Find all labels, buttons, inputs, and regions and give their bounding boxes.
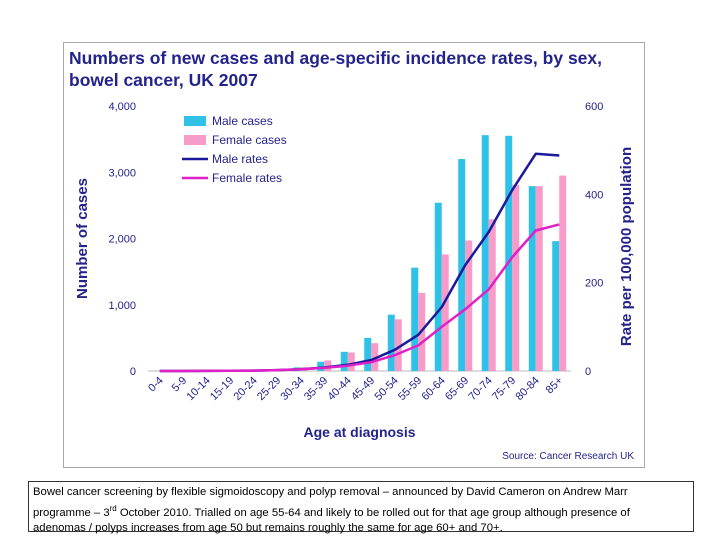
x-tick-label: 20-24 — [231, 375, 259, 403]
bar-female-cases — [394, 319, 402, 371]
bar-male-cases — [434, 202, 442, 371]
x-tick-label: 60-64 — [419, 375, 447, 403]
bar-female-cases — [371, 343, 379, 371]
y-tick-label: 4,000 — [108, 101, 136, 113]
x-tick-label: 50-54 — [372, 375, 400, 403]
caption-line-2-sup: rd — [109, 503, 117, 513]
bar-male-cases — [387, 314, 395, 371]
x-tick-label: 15-19 — [208, 375, 236, 403]
x-tick-label: 85+ — [544, 375, 566, 397]
x-tick-label: 10-14 — [184, 375, 212, 403]
x-tick-label: 55-59 — [396, 375, 424, 403]
caption-line-1: Bowel cancer screening by flexible sigmo… — [33, 486, 628, 498]
x-tick-label: 70-74 — [466, 375, 494, 403]
x-axis-title: Age at diagnosis — [303, 424, 415, 440]
y-axis-title: Number of cases — [74, 178, 91, 299]
legend-label: Male rates — [212, 152, 268, 166]
source-note: Source: Cancer Research UK — [502, 451, 634, 462]
legend-label: Female rates — [212, 171, 282, 185]
y-tick-label: 0 — [130, 366, 136, 378]
bar-male-cases — [481, 135, 489, 371]
bar-male-cases — [340, 351, 348, 371]
x-tick-label: 25-29 — [255, 375, 283, 403]
x-tick-label: 30-34 — [278, 375, 306, 403]
x-tick-label: 0-4 — [146, 375, 166, 395]
bar-male-cases — [458, 159, 466, 371]
bar-male-cases — [364, 337, 372, 371]
bar-female-cases — [512, 184, 520, 371]
x-tick-label: 35-39 — [302, 375, 330, 403]
y2-tick-label: 200 — [585, 278, 603, 290]
caption-line-2b: October 2010. Trialled on age 55-64 and … — [116, 506, 630, 519]
bar-male-cases — [505, 135, 513, 371]
bar-male-cases — [411, 267, 419, 371]
bar-female-cases — [441, 254, 449, 371]
bar-female-cases — [347, 352, 355, 371]
x-tick-label: 75-79 — [490, 375, 518, 403]
caption-line-3: adenomas / polyps increases from age 50 … — [33, 521, 503, 534]
x-tick-label: 80-84 — [513, 375, 541, 403]
caption-line-2a: programme – 3 — [33, 506, 110, 519]
y2-axis-title: Rate per 100,000 population — [618, 147, 635, 346]
legend-label: Female cases — [212, 133, 287, 147]
legend-label: Male cases — [212, 114, 273, 128]
x-tick-label: 45-49 — [349, 375, 377, 403]
y2-tick-label: 0 — [585, 366, 591, 378]
chart-title-line-2: bowel cancer, UK 2007 — [69, 70, 258, 90]
y2-tick-label: 600 — [585, 101, 603, 113]
y-tick-label: 1,000 — [108, 300, 136, 312]
y2-tick-label: 400 — [585, 189, 603, 201]
chart-svg: 0 1,000 2,000 3,000 4,000 0 200 400 600 Number of… — [74, 101, 635, 462]
x-tick-label: 40-44 — [325, 375, 353, 403]
chart-frame: Numbers of new cases and age-specific in… — [63, 42, 645, 468]
y-tick-label: 3,000 — [108, 167, 136, 179]
bar-male-cases — [317, 361, 325, 371]
bar-female-cases — [488, 219, 496, 371]
caption-box: Bowel cancer screening by flexible sigmo… — [28, 481, 694, 534]
bar-male-cases — [528, 186, 536, 371]
bar-female-cases — [324, 360, 332, 371]
bar-female-cases — [559, 175, 567, 371]
y-tick-label: 2,000 — [108, 234, 136, 246]
bar-male-cases — [552, 241, 560, 371]
legend-swatch — [184, 116, 206, 126]
line-female-rates — [159, 223, 560, 373]
bar-female-cases — [535, 186, 543, 371]
legend-swatch — [184, 135, 206, 145]
line-male-rates — [159, 152, 560, 373]
x-tick-label: 65-69 — [443, 375, 471, 403]
chart-title-line-1: Numbers of new cases and age-specific in… — [69, 48, 602, 68]
chart-title: Numbers of new cases and age-specific in… — [69, 47, 639, 91]
